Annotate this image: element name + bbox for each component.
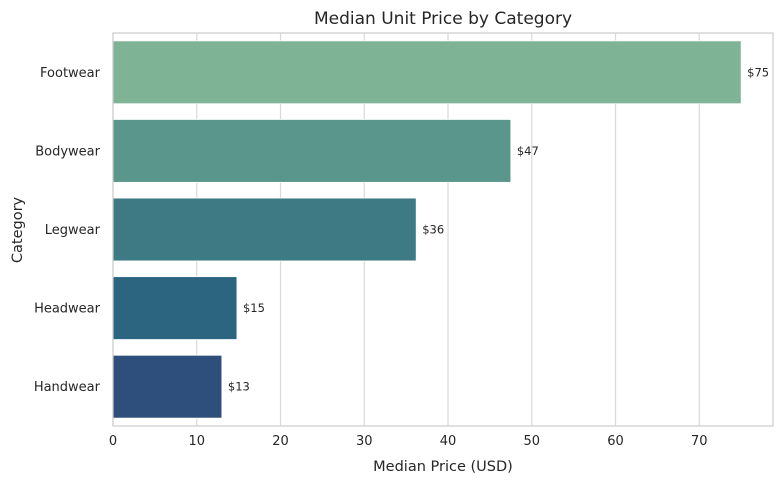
bar-headwear	[112, 276, 238, 340]
y-tick-label-footwear: Footwear	[40, 66, 101, 81]
bar-bodywear	[112, 119, 512, 183]
x-tick-label: 0	[109, 434, 117, 449]
y-tick-labels: Footwear Bodywear Legwear Headwear Handwear	[34, 66, 101, 395]
x-axis-label: Median Price (USD)	[373, 459, 513, 475]
bar-handwear	[112, 354, 223, 419]
y-tick-label-headwear: Headwear	[34, 302, 101, 317]
x-tick-label: 20	[272, 434, 289, 449]
x-tick-label: 60	[607, 434, 624, 449]
data-label-footwear: $75	[747, 65, 769, 79]
data-label-headwear: $15	[243, 301, 265, 315]
x-tick-label: 50	[524, 434, 541, 449]
x-tick-label: 10	[188, 434, 205, 449]
bar-legwear	[112, 197, 417, 262]
data-labels: $75 $47 $36 $15 $13	[228, 65, 769, 393]
y-tick-label-bodywear: Bodywear	[35, 144, 100, 159]
bars	[112, 40, 742, 419]
plot-frame	[112, 32, 774, 427]
x-tick-labels: 0 10 20 30 40 50 60 70	[109, 434, 708, 449]
y-tick-label-handwear: Handwear	[34, 380, 101, 395]
chart-title: Median Unit Price by Category	[314, 9, 572, 29]
x-tick-label: 30	[356, 434, 373, 449]
data-label-legwear: $36	[422, 223, 444, 237]
x-tick-label: 70	[691, 434, 708, 449]
bar-footwear	[112, 40, 742, 105]
y-axis-label: Category	[10, 196, 26, 263]
y-tick-label-legwear: Legwear	[45, 223, 101, 238]
data-label-bodywear: $47	[517, 144, 539, 158]
x-tick-label: 40	[440, 434, 457, 449]
data-label-handwear: $13	[228, 380, 250, 394]
